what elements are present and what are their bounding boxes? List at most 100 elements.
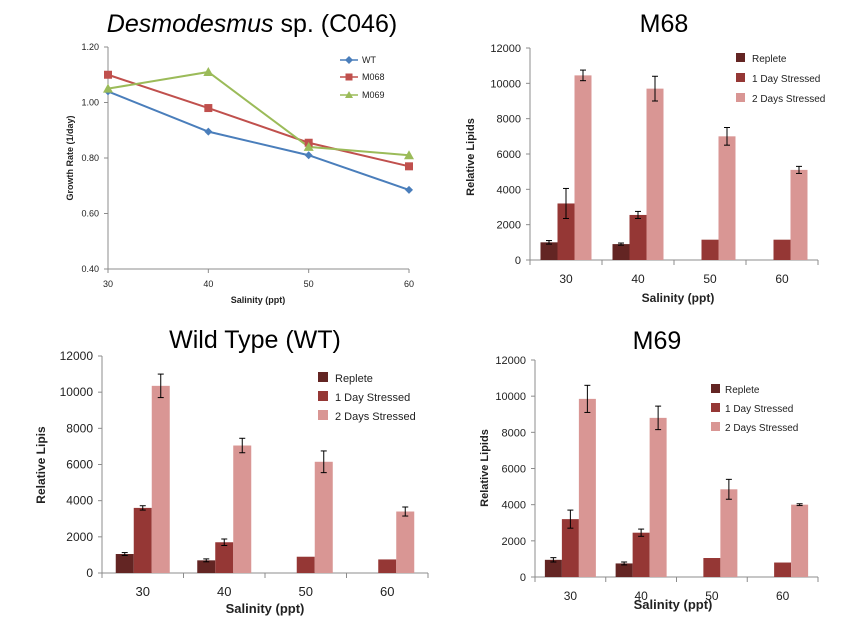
x-axis-label: Salinity (ppt) bbox=[226, 601, 305, 616]
y-tick-label: 10000 bbox=[495, 391, 526, 403]
y-axis-label: Relative Lipids bbox=[465, 118, 477, 196]
y-tick-label: 0.60 bbox=[81, 209, 99, 219]
y-axis-label: Growth Rate (1/day) bbox=[65, 115, 75, 200]
legend-swatch-2-days bbox=[318, 410, 328, 420]
two-days-stressed-bar bbox=[791, 504, 809, 577]
y-tick-label: 8000 bbox=[502, 427, 526, 439]
legend-entry-wt: WT bbox=[340, 55, 376, 65]
legend-label: WT bbox=[362, 55, 376, 65]
x-tick-label: 40 bbox=[634, 589, 648, 603]
chart-title: M69 bbox=[633, 327, 682, 355]
legend-swatch-1-day bbox=[318, 391, 328, 401]
legend: Replete 1 Day Stressed 2 Days Stressed bbox=[711, 384, 798, 434]
chart-title-italic: Desmodesmus bbox=[107, 10, 274, 38]
m068-series-line bbox=[107, 73, 410, 168]
one-day-stressed-bar bbox=[133, 507, 152, 573]
y-axis-label: Relative Lipids bbox=[479, 429, 491, 507]
legend-label: 1 Day Stressed bbox=[725, 404, 793, 415]
legend-label: M069 bbox=[362, 90, 385, 100]
x-tick-label: 60 bbox=[380, 584, 394, 599]
legend-swatch-replete bbox=[711, 384, 720, 393]
x-tick-label: 30 bbox=[136, 584, 150, 599]
x-tick-label: 50 bbox=[705, 589, 719, 603]
legend-swatch-1-day bbox=[711, 403, 720, 412]
one-day-stressed-bar bbox=[774, 562, 792, 577]
legend-label: 2 Days Stressed bbox=[725, 423, 798, 434]
y-tick-label: 2000 bbox=[66, 530, 93, 544]
x-tick-label: 30 bbox=[103, 279, 113, 289]
m069-series-line bbox=[107, 70, 410, 157]
x-tick-label: 50 bbox=[703, 272, 717, 286]
two-days-stressed-bar bbox=[151, 385, 170, 573]
data-point bbox=[203, 66, 214, 76]
one-day-stressed-bar bbox=[215, 542, 234, 573]
y-tick-label: 2000 bbox=[502, 536, 526, 548]
two-days-stressed-bar bbox=[649, 417, 667, 577]
replete-bar bbox=[612, 244, 630, 260]
y-tick-label: 8000 bbox=[497, 114, 521, 126]
legend-label: M068 bbox=[362, 72, 385, 82]
replete-bar bbox=[115, 554, 134, 573]
plot-area: 0 2000 4000 6000 8000 10000 12000 30 40 50 60 bbox=[490, 43, 819, 286]
two-days-stressed-bar bbox=[233, 445, 252, 573]
legend-swatch-1-day bbox=[736, 73, 745, 82]
y-tick-label: 0 bbox=[520, 572, 526, 584]
y-tick-label: 8000 bbox=[66, 421, 93, 435]
diamond-marker-icon bbox=[345, 56, 353, 64]
x-tick-label: 60 bbox=[404, 279, 414, 289]
y-tick-label: 4000 bbox=[66, 494, 93, 508]
square-marker-icon bbox=[345, 73, 353, 81]
replete-bar bbox=[197, 560, 216, 573]
y-tick-label: 1.20 bbox=[81, 42, 99, 52]
plot-area: 0.40 0.60 0.80 1.00 1.20 30 40 50 60 bbox=[81, 42, 414, 289]
legend-swatch-2-days bbox=[736, 93, 745, 102]
y-tick-label: 1.00 bbox=[81, 98, 99, 108]
data-point bbox=[405, 162, 413, 171]
legend-label: Replete bbox=[752, 54, 787, 65]
one-day-stressed-bar bbox=[703, 558, 721, 577]
legend-label: 1 Day Stressed bbox=[752, 74, 820, 85]
triangle-marker-icon bbox=[345, 91, 353, 98]
data-point bbox=[204, 104, 213, 113]
one-day-stressed-bar bbox=[773, 239, 791, 260]
y-tick-label: 6000 bbox=[66, 458, 93, 472]
one-day-stressed-bar bbox=[561, 519, 579, 577]
y-tick-label: 12000 bbox=[60, 349, 94, 363]
y-tick-label: 0.80 bbox=[81, 153, 99, 163]
x-tick-label: 50 bbox=[299, 584, 313, 599]
two-days-stressed-bar bbox=[718, 136, 736, 260]
legend-label: 2 Days Stressed bbox=[335, 411, 416, 423]
y-tick-label: 0 bbox=[86, 566, 93, 580]
one-day-stressed-bar bbox=[378, 559, 397, 573]
x-tick-label: 40 bbox=[203, 279, 213, 289]
x-axis-label: Salinity (ppt) bbox=[231, 295, 286, 305]
data-point bbox=[405, 185, 413, 194]
y-tick-label: 6000 bbox=[497, 149, 521, 161]
replete-bar bbox=[544, 559, 562, 577]
two-days-stressed-bar bbox=[314, 461, 333, 573]
legend-swatch-replete bbox=[736, 53, 745, 62]
y-tick-label: 0.40 bbox=[81, 264, 99, 274]
two-days-stressed-bar bbox=[790, 169, 808, 260]
plot-area: 0 2000 4000 6000 8000 10000 12000 30 40 50 60 bbox=[495, 355, 819, 603]
chart-title: M68 bbox=[640, 10, 689, 38]
wt-series-line bbox=[107, 90, 410, 191]
legend-swatch-2-days bbox=[711, 422, 720, 431]
one-day-stressed-bar bbox=[629, 214, 647, 260]
y-tick-label: 10000 bbox=[60, 385, 94, 399]
legend: Replete 1 Day Stressed 2 Days Stressed bbox=[318, 372, 416, 423]
two-days-stressed-bar bbox=[396, 511, 415, 573]
legend-swatch-replete bbox=[318, 372, 328, 382]
two-days-stressed-bar bbox=[574, 75, 592, 260]
data-point bbox=[404, 150, 414, 160]
x-tick-label: 60 bbox=[775, 272, 789, 286]
legend-entry-m069: M069 bbox=[340, 90, 385, 100]
data-point bbox=[103, 83, 113, 93]
replete-bar bbox=[615, 563, 633, 577]
two-days-stressed-bar bbox=[646, 88, 664, 260]
data-point bbox=[204, 127, 213, 136]
one-day-stressed-bar bbox=[632, 532, 650, 577]
